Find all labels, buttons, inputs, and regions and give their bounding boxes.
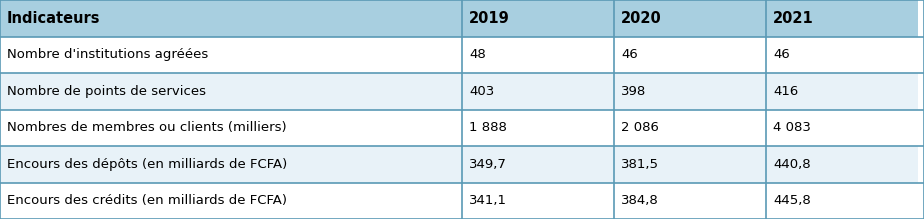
Text: 46: 46 — [773, 48, 790, 61]
Text: 445,8: 445,8 — [773, 194, 810, 207]
Text: Encours des crédits (en milliards de FCFA): Encours des crédits (en milliards de FCF… — [7, 194, 287, 207]
Text: Nombre de points de services: Nombre de points de services — [7, 85, 206, 98]
Text: 384,8: 384,8 — [621, 194, 659, 207]
Text: 381,5: 381,5 — [621, 158, 659, 171]
Bar — [462, 37, 614, 73]
Bar — [614, 73, 766, 110]
Text: 398: 398 — [621, 85, 646, 98]
Text: 440,8: 440,8 — [773, 158, 810, 171]
Text: 2020: 2020 — [621, 11, 662, 26]
Text: Indicateurs: Indicateurs — [7, 11, 101, 26]
Bar — [0, 73, 462, 110]
Text: 2019: 2019 — [469, 11, 510, 26]
Bar — [766, 37, 918, 73]
Bar — [0, 110, 462, 146]
Text: 2 086: 2 086 — [621, 121, 659, 134]
Bar — [766, 73, 918, 110]
Text: 349,7: 349,7 — [469, 158, 507, 171]
Bar — [614, 37, 766, 73]
Bar — [462, 110, 614, 146]
Bar — [462, 146, 614, 182]
Text: 4 083: 4 083 — [773, 121, 811, 134]
Bar — [766, 182, 918, 219]
Text: 1 888: 1 888 — [469, 121, 507, 134]
Text: 341,1: 341,1 — [469, 194, 507, 207]
Bar — [462, 182, 614, 219]
Bar — [0, 0, 462, 37]
Text: 403: 403 — [469, 85, 494, 98]
Text: 48: 48 — [469, 48, 486, 61]
Text: Nombre d'institutions agréées: Nombre d'institutions agréées — [7, 48, 208, 61]
Bar — [614, 146, 766, 182]
Bar — [0, 37, 462, 73]
Bar — [614, 0, 766, 37]
Bar — [0, 182, 462, 219]
Bar — [462, 0, 614, 37]
Bar — [614, 182, 766, 219]
Bar — [0, 146, 462, 182]
Text: Encours des dépôts (en milliards de FCFA): Encours des dépôts (en milliards de FCFA… — [7, 158, 287, 171]
Text: 2021: 2021 — [773, 11, 814, 26]
Bar — [462, 73, 614, 110]
Bar — [766, 146, 918, 182]
Text: 46: 46 — [621, 48, 638, 61]
Bar — [614, 110, 766, 146]
Bar — [766, 0, 918, 37]
Text: Nombres de membres ou clients (milliers): Nombres de membres ou clients (milliers) — [7, 121, 286, 134]
Bar — [766, 110, 918, 146]
Text: 416: 416 — [773, 85, 798, 98]
